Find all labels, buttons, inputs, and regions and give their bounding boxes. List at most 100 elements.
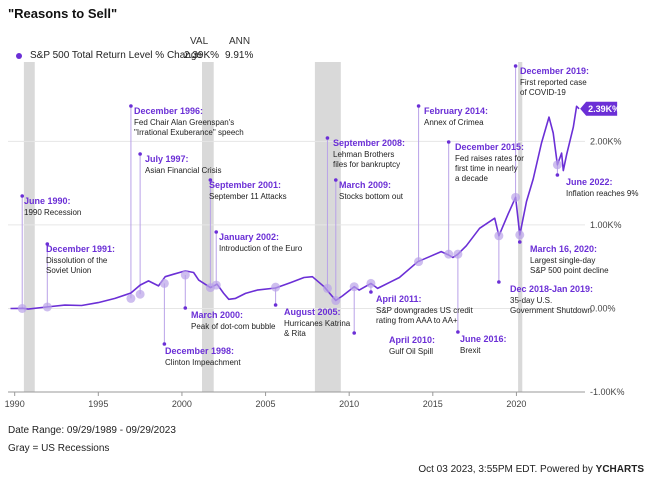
- annotation-marker[interactable]: [366, 278, 376, 288]
- annotation-dot: [138, 152, 142, 156]
- annotation-title: September 2008:: [333, 138, 405, 148]
- annotation-marker[interactable]: [494, 231, 504, 241]
- annotation-marker[interactable]: [453, 249, 463, 259]
- annotation-title: January 2002:: [219, 232, 279, 242]
- annotation-text: Introduction of the Euro: [219, 244, 303, 253]
- annotation-dot: [20, 194, 25, 198]
- recession-band: [202, 62, 214, 392]
- annotation-dot: [129, 104, 133, 108]
- annotation-dot: [555, 173, 560, 177]
- annotation-dot: [513, 64, 518, 68]
- annotation-dot: [352, 331, 357, 335]
- annotation-marker[interactable]: [159, 278, 169, 288]
- annotation-title: April 2010:: [389, 335, 435, 345]
- annotation-marker[interactable]: [126, 293, 136, 303]
- annotation-title: July 1997:: [145, 154, 189, 164]
- annotation-title: December 1996:: [134, 106, 203, 116]
- legend-val-value: 2.39K%: [184, 50, 220, 61]
- annotation-text: rating from AAA to AA+: [376, 316, 458, 325]
- annotation-dot: [162, 342, 167, 346]
- y-tick-label: 0.00%: [590, 303, 616, 313]
- annotation-title: December 1998:: [165, 346, 234, 356]
- annotation-dot: [446, 140, 451, 144]
- annotation-marker[interactable]: [349, 282, 359, 292]
- annotation-marker[interactable]: [511, 192, 521, 202]
- annotation-title: April 2011:: [376, 294, 422, 304]
- annotation-text: Asian Financial Crisis: [145, 166, 221, 175]
- annotation-dot: [183, 306, 188, 310]
- annotation-title: March 2000:: [191, 310, 243, 320]
- series-line-sp500: [10, 105, 580, 310]
- recession-band: [23, 62, 35, 392]
- annotation-marker[interactable]: [414, 257, 424, 267]
- annotation-marker[interactable]: [322, 283, 332, 293]
- annotation-dot: [517, 240, 522, 244]
- annotation-text: Lehman Brothers: [333, 150, 394, 159]
- annotation-title: December 1991:: [46, 244, 115, 254]
- annotation-title: June 2016:: [460, 334, 507, 344]
- annotation-text: Stocks bottom out: [339, 192, 404, 201]
- legend-ann-header: ANN: [229, 36, 251, 47]
- annotation-marker[interactable]: [135, 289, 145, 299]
- recession-band: [518, 62, 523, 392]
- annotation-title: Dec 2018-Jan 2019:: [510, 284, 593, 294]
- annotation-text: Clinton Impeachment: [165, 358, 241, 367]
- annotation-marker[interactable]: [552, 160, 562, 170]
- last-value-badge: [580, 101, 618, 116]
- annotation-text: Gulf Oil Spill: [389, 347, 433, 356]
- annotation-title: June 1990:: [24, 196, 71, 206]
- annotation-marker[interactable]: [17, 303, 27, 313]
- legend-val-header: VAL: [190, 36, 209, 47]
- annotation-title: June 2022:: [566, 177, 613, 187]
- x-tick-label: 2010: [339, 399, 359, 409]
- annotation-text: Government Shutdown: [510, 306, 592, 315]
- annotation-marker[interactable]: [444, 249, 454, 259]
- annotation-text: Hurricanes Katrina: [284, 319, 351, 328]
- annotation-text: Fed Chair Alan Greenspan's: [134, 118, 234, 127]
- annotation-text: first time in nearly: [455, 164, 518, 173]
- annotation-dot: [45, 242, 50, 246]
- annotation-text: S&P 500 point decline: [530, 266, 609, 275]
- annotation-text: "Irrational Exuberance" speech: [134, 128, 244, 137]
- legend: VAL ANN S&P 500 Total Return Level % Cha…: [8, 36, 308, 66]
- annotation-dot: [456, 330, 460, 334]
- annotation-title: September 2001:: [209, 180, 281, 190]
- annotation-text: 1990 Recession: [24, 208, 81, 217]
- y-tick-label: 1.00K%: [590, 220, 622, 230]
- x-tick-label: 1995: [88, 399, 108, 409]
- annotation-title: February 2014:: [424, 106, 488, 116]
- annotation-marker[interactable]: [211, 280, 221, 290]
- annotation-text: S&P downgrades US credit: [376, 306, 474, 315]
- annotation-title: March 2009:: [339, 180, 391, 190]
- annotation-text: Peak of dot-com bubble: [191, 322, 276, 331]
- legend-ann-value: 9.91%: [225, 50, 254, 61]
- annotation-marker[interactable]: [331, 296, 341, 306]
- footer-credit: Oct 03 2023, 3:55PM EDT. Powered by YCHA…: [418, 464, 644, 475]
- x-tick-label: 2020: [506, 399, 526, 409]
- x-tick-label: 1990: [5, 399, 25, 409]
- annotation-dot: [416, 104, 421, 108]
- annotation-title: August 2005:: [284, 307, 341, 317]
- y-tick-label: 2.00K%: [590, 136, 622, 146]
- annotation-text: September 11 Attacks: [209, 192, 287, 201]
- x-tick-label: 2000: [172, 399, 192, 409]
- annotation-text: Inflation reaches 9%: [566, 189, 639, 198]
- ycharts-logo[interactable]: YCHARTS: [595, 464, 644, 475]
- chart-title: "Reasons to Sell": [8, 6, 118, 21]
- annotation-marker[interactable]: [180, 270, 190, 280]
- annotation-dot: [273, 303, 278, 307]
- annotation-dot: [208, 178, 213, 182]
- annotation-dot: [325, 136, 330, 140]
- annotation-marker[interactable]: [271, 282, 281, 292]
- annotation-marker[interactable]: [42, 302, 52, 312]
- annotation-dot: [214, 230, 219, 234]
- annotation-text: Largest single-day: [530, 256, 595, 265]
- legend-series-label[interactable]: S&P 500 Total Return Level % Change: [30, 50, 202, 61]
- annotation-marker[interactable]: [515, 230, 525, 240]
- y-tick-label: -1.00K%: [590, 387, 625, 397]
- annotation-text: Fed raises rates for: [455, 154, 524, 163]
- annotation-title: March 16, 2020:: [530, 244, 597, 254]
- annotation-title: December 2019:: [520, 66, 589, 76]
- annotation-dot: [334, 178, 338, 182]
